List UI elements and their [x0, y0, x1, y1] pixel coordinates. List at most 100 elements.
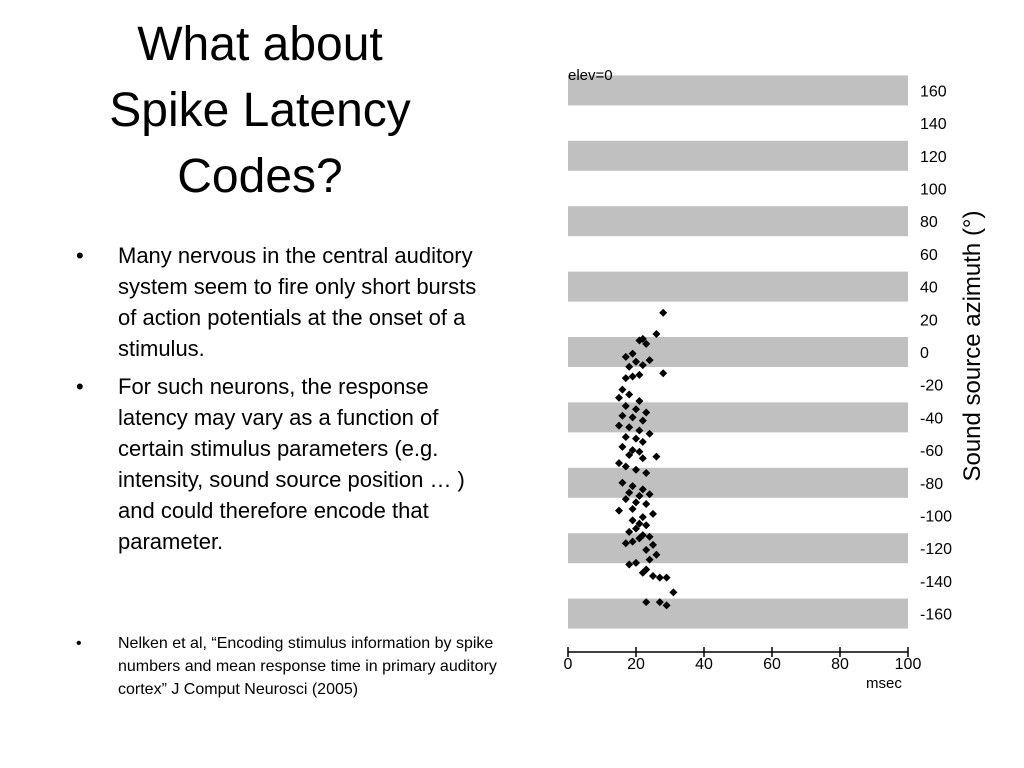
x-tick-label: 60: [763, 656, 781, 673]
spike-point: [659, 308, 668, 317]
bullet-marker: •: [76, 243, 84, 268]
azimuth-band: [568, 206, 908, 237]
spike-point: [649, 509, 657, 518]
spike-point: [628, 446, 637, 455]
spike-point: [635, 491, 644, 500]
spike-point: [649, 540, 657, 549]
y-tick-label: 160: [920, 83, 947, 100]
spike-point: [628, 504, 637, 513]
spike-point: [635, 370, 644, 379]
spike-point: [645, 356, 654, 365]
chart-title: elev=0: [568, 67, 613, 84]
y-tick-label: 40: [920, 280, 938, 297]
spike-point: [621, 352, 630, 361]
spike-point: [621, 433, 630, 442]
spike-point: [628, 537, 637, 546]
y-tick-label: -100: [920, 509, 952, 526]
y-tick-label: -80: [920, 476, 943, 493]
spike-point: [638, 437, 647, 446]
spike-point: [638, 416, 647, 425]
spike-point: [635, 519, 644, 528]
latency-raster-chart: 160 140 120 100 80 60 40 20 0 -20 -40 -60 -80 -100 -12…: [564, 67, 986, 692]
y-tick-label: 60: [920, 247, 938, 264]
y-tick-label: -60: [920, 443, 943, 460]
spike-point: [632, 524, 640, 533]
azimuth-band: [568, 75, 908, 106]
spike-point: [621, 462, 630, 471]
bullet-list: • Many nervous in the central auditory s…: [76, 240, 496, 564]
spike-point: [642, 468, 651, 477]
bullet-item: • Many nervous in the central auditory s…: [76, 240, 496, 364]
spike-point: [635, 426, 644, 435]
spike-point: [638, 361, 647, 370]
x-tick-label: 100: [895, 656, 922, 673]
bullet-text: Many nervous in the central auditory sys…: [118, 243, 477, 361]
spike-point: [625, 451, 634, 460]
azimuth-band: [568, 337, 908, 367]
bullet-marker: •: [76, 374, 84, 399]
spike-point: [632, 558, 640, 567]
spike-point: [645, 532, 654, 541]
spike-point: [638, 334, 647, 343]
spike-point: [635, 447, 644, 456]
spike-point: [621, 495, 630, 504]
y-tick-labels: 160 140 120 100 80 60 40 20 0 -20 -40 -60 -80 -100 -12…: [920, 83, 952, 623]
spike-point: [642, 339, 651, 348]
y-axis-label: Sound source azimuth (°): [959, 210, 986, 481]
x-tick-label: 0: [564, 656, 573, 673]
spike-point: [642, 408, 651, 417]
spike-point: [621, 401, 630, 410]
spike-point: [645, 555, 654, 564]
spike-point: [625, 362, 634, 371]
spike-point: [632, 405, 640, 414]
spike-point: [628, 482, 637, 491]
y-tick-label: 140: [920, 116, 947, 133]
y-tick-label: 80: [920, 214, 938, 231]
y-tick-label: -20: [920, 378, 943, 395]
title-line-1: What about: [137, 18, 383, 71]
spike-point: [615, 506, 623, 515]
spike-point: [655, 573, 664, 582]
spike-point: [628, 516, 637, 525]
spike-point: [638, 485, 647, 494]
spike-point: [659, 369, 668, 378]
title-line-3: Codes?: [177, 150, 343, 203]
x-tick-label: 40: [695, 656, 713, 673]
spike-point: [621, 539, 630, 548]
spike-point: [642, 545, 651, 554]
spike-point: [625, 488, 634, 497]
title-line-2: Spike Latency: [109, 84, 411, 137]
azimuth-band: [568, 533, 908, 564]
spike-point: [638, 454, 647, 463]
spike-point: [649, 571, 657, 580]
spike-point: [618, 385, 627, 394]
spike-point: [662, 573, 671, 582]
spike-point: [632, 498, 640, 507]
spike-point: [618, 442, 627, 451]
azimuth-band: [568, 598, 908, 629]
spike-point: [645, 429, 654, 438]
y-tick-label: -120: [920, 541, 952, 558]
spike-point: [615, 459, 623, 468]
bullet-text: For such neurons, the response latency m…: [118, 374, 465, 554]
spike-point: [618, 478, 627, 487]
x-tick-label: 80: [831, 656, 849, 673]
spike-point: [628, 413, 637, 422]
spike-point: [615, 393, 623, 402]
spike-point: [635, 534, 644, 543]
spike-point: [625, 390, 634, 399]
spike-point: [628, 349, 637, 358]
spike-point: [662, 601, 671, 610]
spike-point: [645, 490, 654, 499]
y-tick-label: 0: [920, 345, 929, 362]
bullet-marker: •: [76, 635, 82, 652]
y-tick-label: -160: [920, 607, 952, 624]
reference-item: • Nelken et al, “Encoding stimulus infor…: [76, 632, 516, 701]
spike-point: [615, 421, 623, 430]
spike-point: [635, 336, 644, 345]
reference-list: • Nelken et al, “Encoding stimulus infor…: [76, 632, 516, 701]
spike-point: [618, 411, 627, 420]
spike-point: [632, 357, 640, 366]
spike-point: [638, 531, 647, 540]
spike-point: [638, 568, 647, 577]
